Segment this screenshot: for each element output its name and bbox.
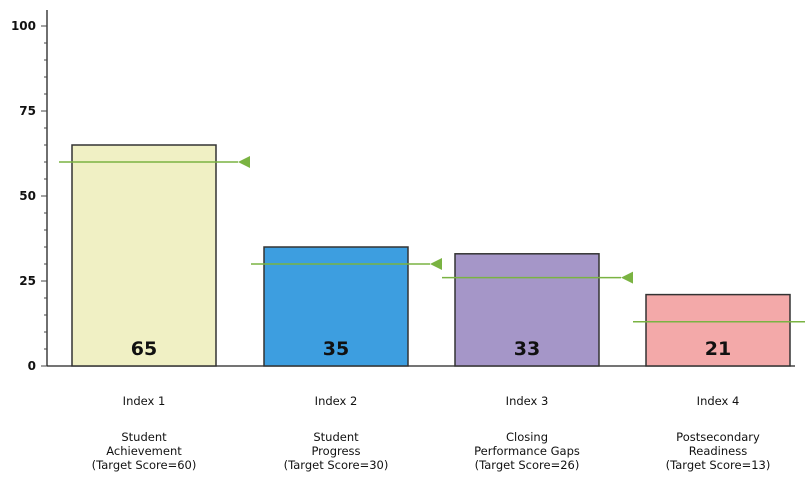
bar-value-label: 21 — [705, 338, 731, 360]
category-name-label: Performance Gaps — [474, 444, 580, 458]
target-marker — [238, 156, 250, 168]
category-name-label: (Target Score=60) — [92, 458, 197, 472]
category-name-label: (Target Score=13) — [666, 458, 771, 472]
y-tick-label: 0 — [28, 359, 36, 373]
category-index-label: Index 4 — [697, 394, 740, 408]
bar-value-label: 65 — [131, 338, 157, 360]
y-tick-label: 50 — [19, 189, 36, 203]
category-name-label: Student — [313, 430, 359, 444]
bar-value-label: 33 — [514, 338, 540, 360]
category-index-label: Index 2 — [315, 394, 358, 408]
category-index-label: Index 3 — [506, 394, 549, 408]
bar-value-label: 35 — [323, 338, 349, 360]
target-marker — [430, 258, 442, 270]
category-name-label: Student — [121, 430, 167, 444]
y-tick-label: 100 — [11, 19, 36, 33]
y-tick-label: 75 — [19, 104, 36, 118]
bar — [645, 293, 791, 367]
category-name-label: Progress — [311, 444, 360, 458]
bar — [454, 253, 600, 367]
category-name-label: (Target Score=30) — [284, 458, 389, 472]
category-name-label: Closing — [506, 430, 548, 444]
category-name-label: Readiness — [689, 444, 747, 458]
target-marker — [621, 271, 633, 284]
category-name-label: (Target Score=26) — [475, 458, 580, 472]
bar — [263, 246, 409, 367]
bar — [71, 144, 217, 367]
category-index-label: Index 1 — [123, 394, 166, 408]
category-name-label: Achievement — [106, 444, 182, 458]
category-name-label: Postsecondary — [676, 430, 760, 444]
y-tick-label: 25 — [19, 274, 36, 288]
